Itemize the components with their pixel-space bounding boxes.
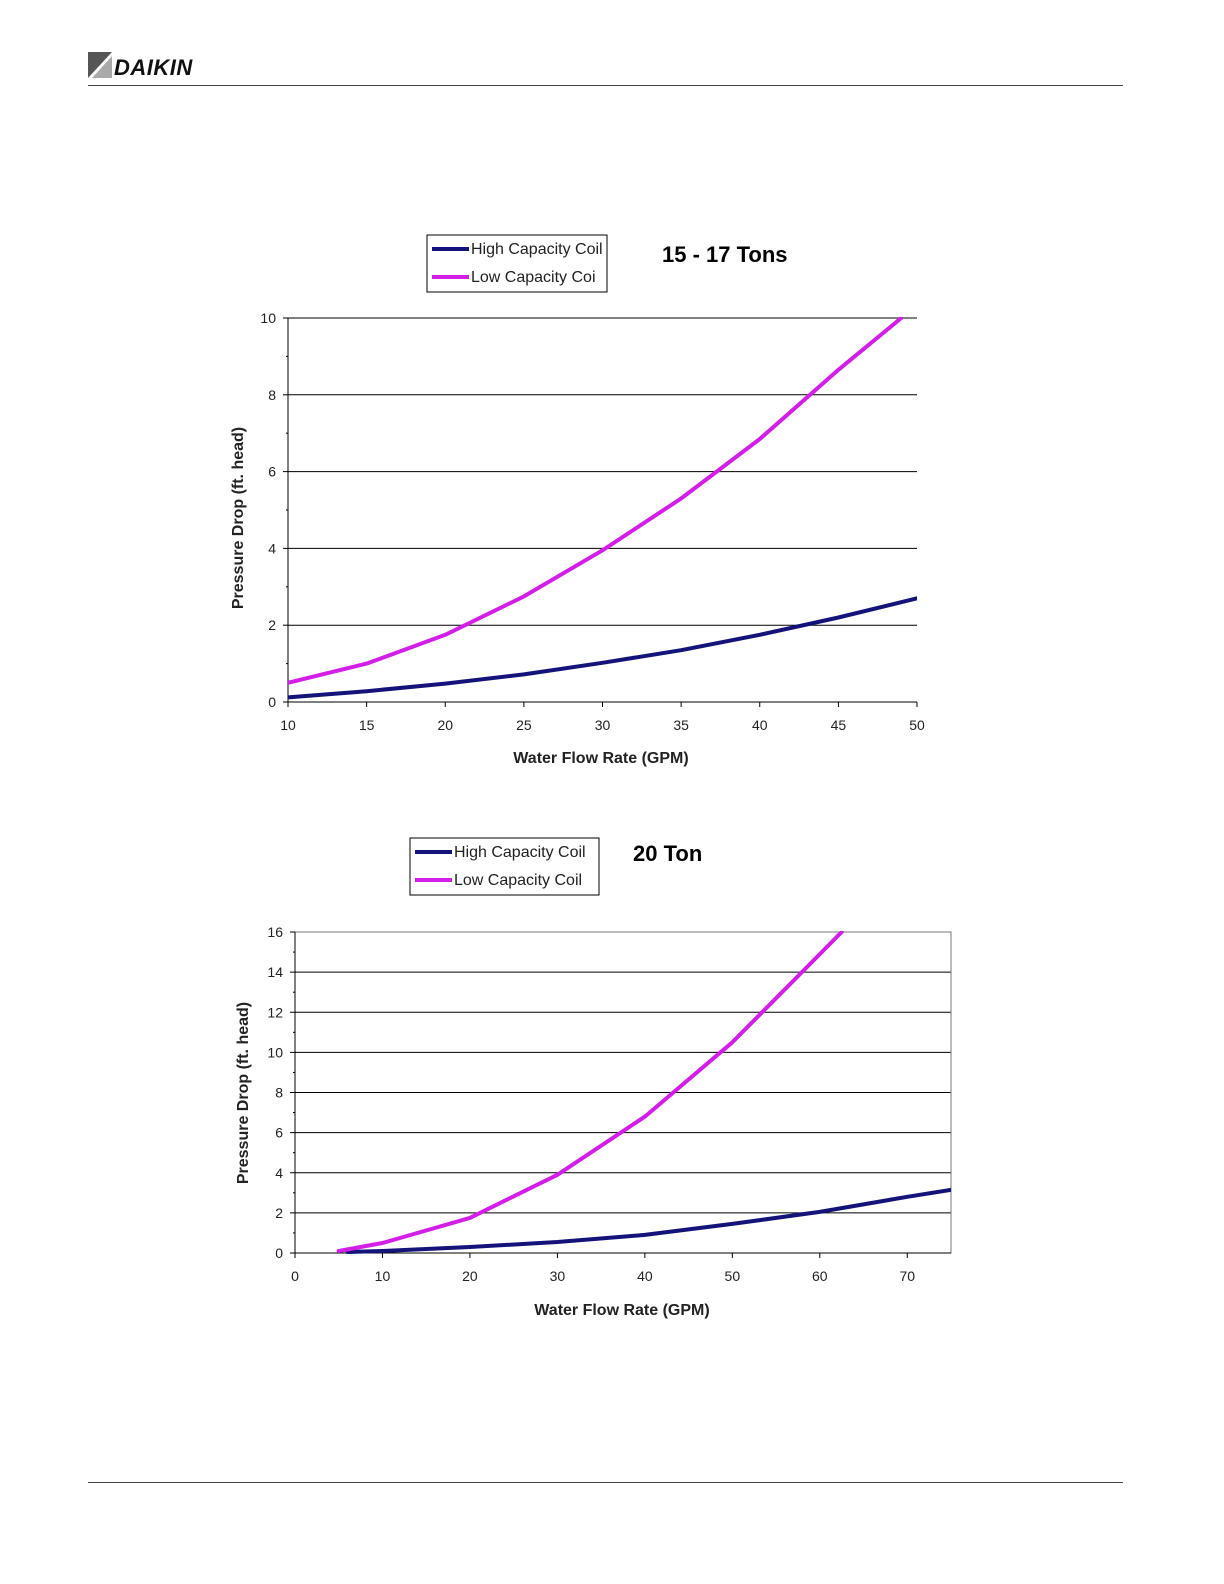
y-tick-label: 2	[268, 617, 276, 633]
y-tick-label: 10	[260, 310, 276, 326]
x-tick-label: 25	[516, 717, 532, 733]
legend-box	[409, 837, 600, 896]
y-tick-label: 6	[275, 1125, 283, 1141]
y-tick-label: 0	[275, 1245, 283, 1261]
series-line-high-capacity	[288, 596, 917, 700]
y-tick-label: 8	[268, 387, 276, 403]
chart-title: 15 - 17 Tons	[662, 242, 788, 267]
y-tick-label: 8	[275, 1085, 283, 1101]
y-tick-label: 4	[268, 540, 276, 556]
x-axis-title: Water Flow Rate (GPM)	[534, 1302, 709, 1319]
series-line-high-capacity	[345, 1187, 951, 1254]
series-line-low-capacity	[288, 317, 904, 685]
daikin-logo: DAIKIN	[88, 52, 228, 80]
chart-15-17-tons: 0 2 4 6 8 10 10 15 20 25 30 35 40 45 50 Water Flow Rate…	[230, 234, 925, 767]
x-tick-label: 30	[550, 1268, 566, 1284]
x-tick-label: 70	[899, 1268, 915, 1284]
y-tick-label: 16	[267, 924, 283, 940]
y-axis-title: Pressure Drop (ft. head)	[235, 1002, 252, 1184]
x-axis-title: Water Flow Rate (GPM)	[513, 750, 688, 767]
x-tick-label: 30	[595, 717, 611, 733]
y-tick-label: 14	[267, 964, 283, 980]
x-tick-label: 15	[359, 717, 375, 733]
footer-rule	[88, 1482, 1123, 1483]
y-axis-title: Pressure Drop (ft. head)	[230, 427, 247, 609]
legend-label: Low Capacity Coi	[471, 269, 596, 286]
x-tick-label: 50	[909, 717, 925, 733]
legend-box	[426, 234, 608, 293]
y-tick-label: 4	[275, 1165, 283, 1181]
legend-label: High Capacity Coil	[454, 844, 586, 861]
legend-label: High Capacity Coil	[471, 241, 603, 258]
x-tick-label: 20	[462, 1268, 478, 1284]
daikin-mark-icon	[88, 52, 112, 78]
y-tick-label: 2	[275, 1205, 283, 1221]
y-tick-label: 6	[268, 464, 276, 480]
series-line-low-capacity	[336, 931, 844, 1253]
brand-name: DAIKIN	[114, 55, 193, 80]
x-tick-label: 50	[725, 1268, 741, 1284]
x-tick-label: 40	[637, 1268, 653, 1284]
x-tick-label: 20	[437, 717, 453, 733]
x-tick-label: 10	[375, 1268, 391, 1284]
y-tick-label: 0	[268, 694, 276, 710]
x-tick-label: 35	[673, 717, 689, 733]
y-tick-label: 12	[267, 1004, 283, 1020]
x-tick-label: 40	[752, 717, 768, 733]
x-tick-label: 0	[291, 1268, 299, 1284]
x-tick-label: 45	[831, 717, 847, 733]
chart-title: 20 Ton	[633, 841, 702, 866]
x-tick-label: 10	[280, 717, 296, 733]
y-tick-label: 10	[267, 1044, 283, 1060]
legend-label: Low Capacity Coil	[454, 872, 582, 889]
x-tick-label: 60	[812, 1268, 828, 1284]
header-rule	[88, 85, 1123, 86]
